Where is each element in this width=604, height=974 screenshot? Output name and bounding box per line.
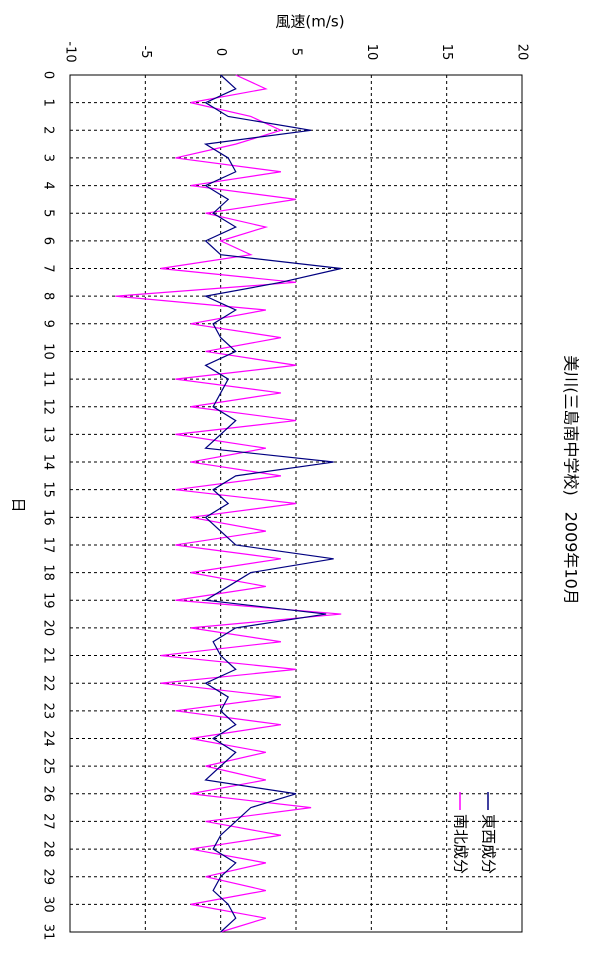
x-axis-title: 日	[10, 497, 28, 512]
x-tick-label: 14	[41, 454, 56, 471]
x-tick-label: 16	[41, 509, 56, 526]
y-tick-label: 15	[439, 44, 454, 61]
x-tick-label: 19	[41, 592, 56, 609]
x-tick-label: 0	[41, 71, 56, 79]
x-tick-label: 26	[41, 786, 56, 803]
x-tick-label: 29	[41, 868, 56, 885]
x-tick-label: 5	[41, 209, 56, 217]
y-tick-label: 20	[515, 44, 530, 61]
x-tick-label: 3	[41, 154, 56, 162]
x-tick-label: 4	[41, 181, 56, 189]
x-tick-label: 9	[41, 320, 56, 328]
chart-title: 美川(三島南中学校) 2009年10月	[562, 355, 581, 605]
y-tick-label: 10	[364, 44, 379, 61]
y-tick-label: 5	[289, 48, 304, 56]
y-axis-title: 風速(m/s)	[275, 13, 344, 31]
x-tick-label: 30	[41, 896, 56, 913]
x-tick-label: 15	[41, 481, 56, 498]
x-tick-label: 18	[41, 564, 56, 581]
x-tick-label: 27	[41, 813, 56, 830]
x-tick-label: 2	[41, 126, 56, 134]
x-tick-label: 22	[41, 675, 56, 692]
y-tick-label: -5	[138, 46, 153, 59]
y-tick-label: -10	[63, 41, 78, 62]
series-line	[203, 74, 342, 933]
x-tick-label: 23	[41, 703, 56, 720]
x-tick-label: 10	[41, 343, 56, 360]
x-tick-label: 25	[41, 758, 56, 775]
x-tick-label: 7	[41, 264, 56, 272]
x-tick-label: 17	[41, 537, 56, 554]
series-line	[115, 74, 342, 933]
x-tick-label: 24	[41, 730, 56, 747]
x-tick-label: 21	[41, 647, 56, 664]
x-tick-label: 20	[41, 620, 56, 637]
x-tick-label: 6	[41, 237, 56, 245]
y-tick-label: 0	[213, 48, 228, 56]
legend-label: 南北成分	[452, 814, 470, 874]
plot-frame	[69, 74, 523, 933]
x-tick-label: 11	[41, 371, 56, 388]
x-tick-label: 1	[41, 99, 56, 107]
x-tick-label: 28	[41, 841, 56, 858]
x-tick-label: 13	[41, 426, 56, 443]
x-tick-label: 31	[41, 924, 56, 941]
legend-label: 東西成分	[480, 814, 498, 874]
x-tick-label: 8	[41, 292, 56, 300]
x-tick-label: 12	[41, 398, 56, 415]
